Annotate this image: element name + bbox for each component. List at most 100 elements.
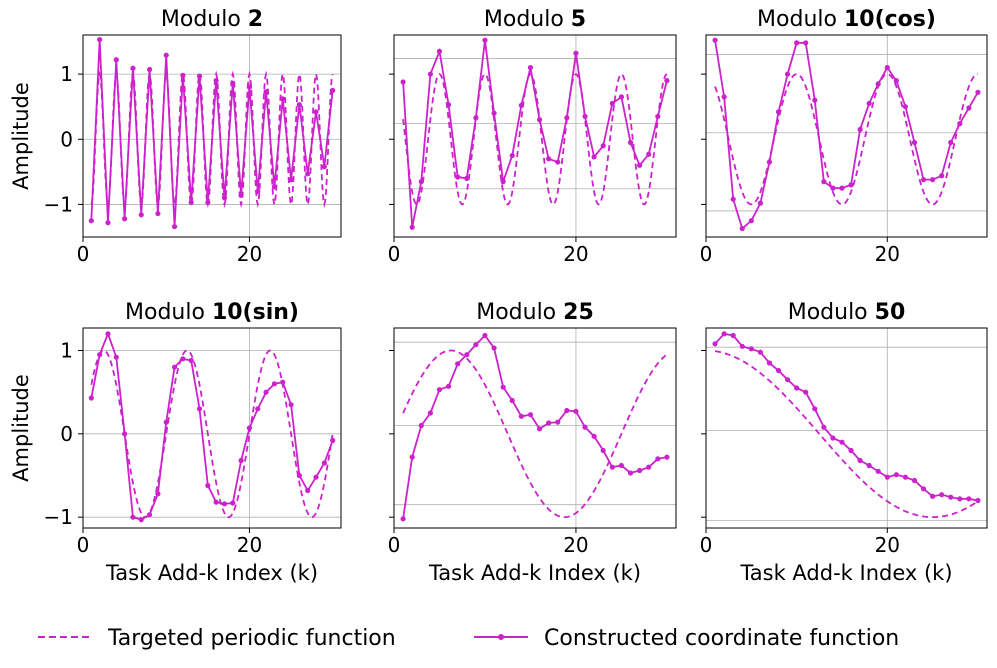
panel-2-point [609,100,615,107]
panel-5-point [436,387,443,393]
panel-5-point [527,412,534,418]
panel-6-point [920,486,927,492]
panel-3-point [848,182,854,188]
panel-2-title-bold: 5 [571,7,586,32]
panel-5-constructed-line [402,334,668,519]
panel-2-point [591,154,597,160]
panel-5-point [500,384,506,390]
panel-3-point [766,159,773,165]
panel-3-title: Modulo 10(cos) [757,7,936,32]
legend-constructed-marker [498,634,504,640]
panel-2-point [509,152,515,159]
panel-5-point [600,447,606,454]
panel-6-point [902,474,909,480]
panel-4-point [188,357,194,364]
panel-6-point [821,424,827,430]
panel-4-point [105,331,111,337]
panel-1-point [296,102,302,108]
panel-1-point [171,223,178,230]
panel-6-point [830,435,836,441]
panel-5: 0 20 Modulo 25 Task Add-k Index (k) [388,300,677,585]
panel-4-point [130,514,136,520]
panel-2-xtick-label: 20 [563,242,588,266]
legend: Targeted periodic function Constructed c… [38,626,899,651]
panel-4-point [180,356,186,362]
panel-2-xtick-label: 0 [388,242,401,266]
panel-3-point [830,185,836,191]
panel-4-point [246,425,253,431]
panel-6-point [875,468,881,474]
panel-6-point [930,493,936,499]
panel-4-constructed-line [90,331,334,521]
panel-2-point [546,156,552,162]
panel-5-point [655,456,661,462]
panel-1-point [288,177,294,183]
panel-1-point [246,84,253,90]
panel-4-point [97,352,103,358]
panel-3-point [893,78,899,84]
panel-2-point [518,102,524,108]
panel-2-point [637,162,643,168]
panel-1-constructed-line [90,39,334,227]
panel-2-point [564,115,570,121]
panel-6: 0 20 Modulo 50 Task Add-k Index (k) [700,300,988,585]
panel-1: 0 20 −1 0 1 Modulo 2 Amplitude [9,7,342,266]
panel-4-point [171,364,178,370]
panel-5-point [582,424,588,430]
panel-1-xtick-label: 20 [237,242,262,266]
panel-2-point [482,37,488,43]
panel-3-targeted-line [714,73,979,206]
panel-2-point [600,143,606,149]
panel-6-point [748,346,754,352]
panel-5-xlabel: Task Add-k Index (k) [428,561,641,585]
panel-4-title-prefix: Modulo [125,300,212,325]
panel-2-point [473,115,479,121]
panel-1-point [180,72,186,78]
panel-1-point [255,188,261,194]
panel-3-point [930,177,936,183]
panel-4-point [238,457,244,464]
panel-2-title: Modulo 5 [484,7,586,32]
panel-1-frame [82,34,342,238]
panel-4-targeted-line [90,349,334,519]
panel-3-point [839,185,845,191]
panel-4-ylabel: Amplitude [9,374,33,482]
legend-constructed-label: Constructed coordinate function [544,626,899,651]
panel-5-point [482,332,488,339]
panel-3-point [748,218,754,224]
panel-1-ytick-label: 1 [60,62,73,86]
panel-2-point [427,71,433,77]
panel-5-point [518,413,524,419]
panel-6-point [911,477,918,484]
panel-4-point [313,474,319,480]
panel-6-xtick-label: 20 [875,533,900,557]
panel-2-point [655,113,661,120]
panel-1-point [305,171,311,177]
panel-4-point [255,406,261,412]
panel-5-point [573,408,579,414]
panel-3-point [966,105,972,111]
panel-3-point [866,100,872,107]
panel-2-point [555,159,561,165]
panel-4-point [205,482,211,489]
panel-1-point [321,164,327,170]
panel-6-point [757,349,763,355]
panel-5-frame [393,327,677,529]
panel-4-point [280,379,286,385]
panel-3-point [857,126,863,133]
panel-1-ylabel: Amplitude [9,82,33,190]
panel-3-point [939,173,945,179]
panel-3-xtick-label: 20 [875,242,900,266]
panel-6-point [957,496,963,502]
panel-2-point [445,102,452,108]
panel-6-xtick-label: 0 [700,533,713,557]
panel-1-ytick-label: −1 [44,192,73,216]
panel-6-point [866,462,872,469]
panel-2-point [582,113,588,120]
panel-6-point [803,389,809,395]
panel-4-point [321,460,327,466]
panel-1-point [97,36,103,43]
panel-2-point [409,224,415,230]
